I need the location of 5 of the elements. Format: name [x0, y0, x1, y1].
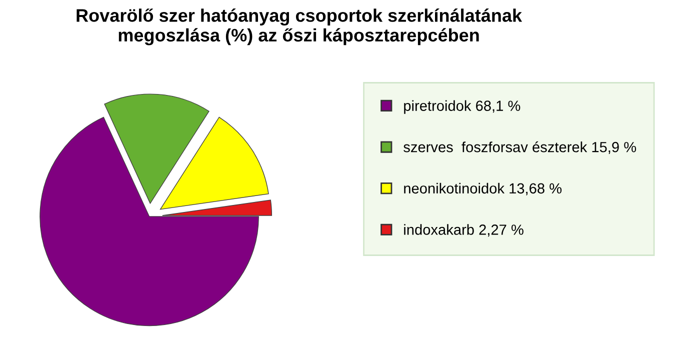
legend-label: piretroidok 68,1 % [404, 100, 520, 114]
legend-label: indoxakarb 2,27 % [404, 224, 524, 237]
legend-label: szerves foszforsav észterek 15,9 % [404, 141, 636, 154]
legend-label: neonikotinoidok 13,68 % [404, 182, 562, 196]
chart-title: Rovarölő szer hatóanyag csoportok szerkínálatának megoszlása (%) az őszi káposztarepcében [76, 8, 522, 46]
